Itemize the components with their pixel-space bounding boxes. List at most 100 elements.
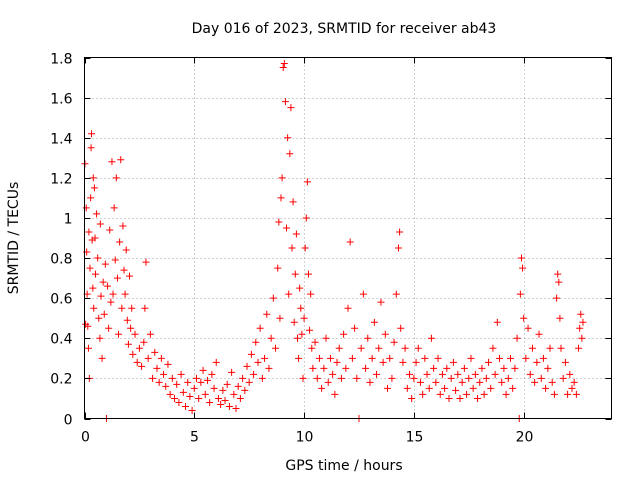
data-point	[539, 354, 547, 362]
x-tick-label: 0	[81, 430, 90, 446]
data-point	[487, 384, 495, 392]
data-point	[98, 354, 106, 362]
data-point	[423, 370, 431, 378]
data-point	[175, 398, 183, 406]
data-point	[311, 338, 319, 346]
data-point	[162, 382, 170, 390]
data-point	[561, 358, 569, 366]
data-point	[460, 364, 468, 372]
data-point	[250, 370, 258, 378]
data-point	[104, 282, 112, 290]
data-point	[410, 374, 418, 382]
data-point	[93, 210, 101, 218]
data-point	[493, 318, 501, 326]
data-point	[318, 384, 326, 392]
y-tick-label: 1.8	[50, 52, 72, 68]
data-point	[230, 390, 238, 398]
y-tick-label: 0.4	[50, 332, 72, 348]
data-point	[469, 384, 477, 392]
data-point	[559, 374, 567, 382]
data-point	[309, 364, 317, 372]
data-point	[197, 378, 205, 386]
data-point	[184, 378, 192, 386]
data-point	[119, 222, 127, 230]
data-point	[471, 370, 479, 378]
data-point	[107, 298, 115, 306]
data-point	[168, 374, 176, 382]
data-point	[109, 290, 117, 298]
data-point	[128, 304, 136, 312]
data-point	[557, 344, 565, 352]
data-point	[182, 402, 190, 410]
data-point	[511, 364, 519, 372]
data-point	[267, 334, 275, 342]
data-point	[89, 284, 97, 292]
data-point	[416, 378, 424, 386]
data-point	[405, 370, 413, 378]
data-point	[300, 314, 308, 322]
data-point	[427, 334, 435, 342]
data-point	[375, 344, 383, 352]
data-point	[480, 390, 488, 398]
data-point	[157, 354, 165, 362]
data-point	[542, 384, 550, 392]
data-point	[302, 214, 310, 222]
data-point	[99, 278, 107, 286]
data-point	[395, 244, 403, 252]
data-point	[269, 294, 277, 302]
data-point	[333, 358, 341, 366]
data-point	[386, 354, 394, 362]
data-point	[509, 384, 517, 392]
data-point	[212, 358, 220, 366]
data-point	[463, 390, 471, 398]
data-point	[261, 354, 269, 362]
data-point	[84, 344, 92, 352]
data-point	[364, 334, 372, 342]
data-point	[579, 318, 587, 326]
chart-title: Day 016 of 2023, SRMTID for receiver ab4…	[192, 21, 497, 37]
data-point	[243, 362, 251, 370]
data-point	[489, 344, 497, 352]
data-point	[160, 370, 168, 378]
data-point	[263, 310, 271, 318]
data-point	[281, 98, 289, 106]
data-point	[425, 384, 433, 392]
data-point	[283, 224, 291, 232]
data-point	[396, 228, 404, 236]
data-point	[430, 364, 438, 372]
data-point	[520, 314, 528, 322]
data-point	[120, 266, 128, 274]
data-point	[234, 382, 242, 390]
data-point	[285, 290, 293, 298]
data-point	[94, 254, 102, 262]
data-point	[570, 378, 578, 386]
data-point	[301, 244, 309, 252]
data-point	[519, 264, 527, 272]
data-point	[331, 390, 339, 398]
data-point	[454, 370, 462, 378]
data-point	[106, 226, 114, 234]
data-point	[326, 354, 334, 362]
data-point	[474, 394, 482, 402]
data-point	[401, 344, 409, 352]
data-point	[151, 348, 159, 356]
data-point	[89, 174, 97, 182]
data-point	[87, 194, 95, 202]
data-point	[555, 278, 563, 286]
data-point	[203, 376, 211, 384]
data-point	[566, 370, 574, 378]
data-point	[101, 260, 109, 268]
data-point	[146, 330, 154, 338]
data-point	[296, 284, 304, 292]
data-point	[110, 204, 118, 212]
data-point	[537, 374, 545, 382]
data-point	[88, 130, 96, 138]
x-axis-label: GPS time / hours	[285, 458, 402, 474]
data-point	[141, 304, 149, 312]
data-point	[344, 304, 352, 312]
data-point	[239, 374, 247, 382]
data-point	[129, 350, 137, 358]
data-points	[81, 60, 587, 422]
data-point	[441, 384, 449, 392]
